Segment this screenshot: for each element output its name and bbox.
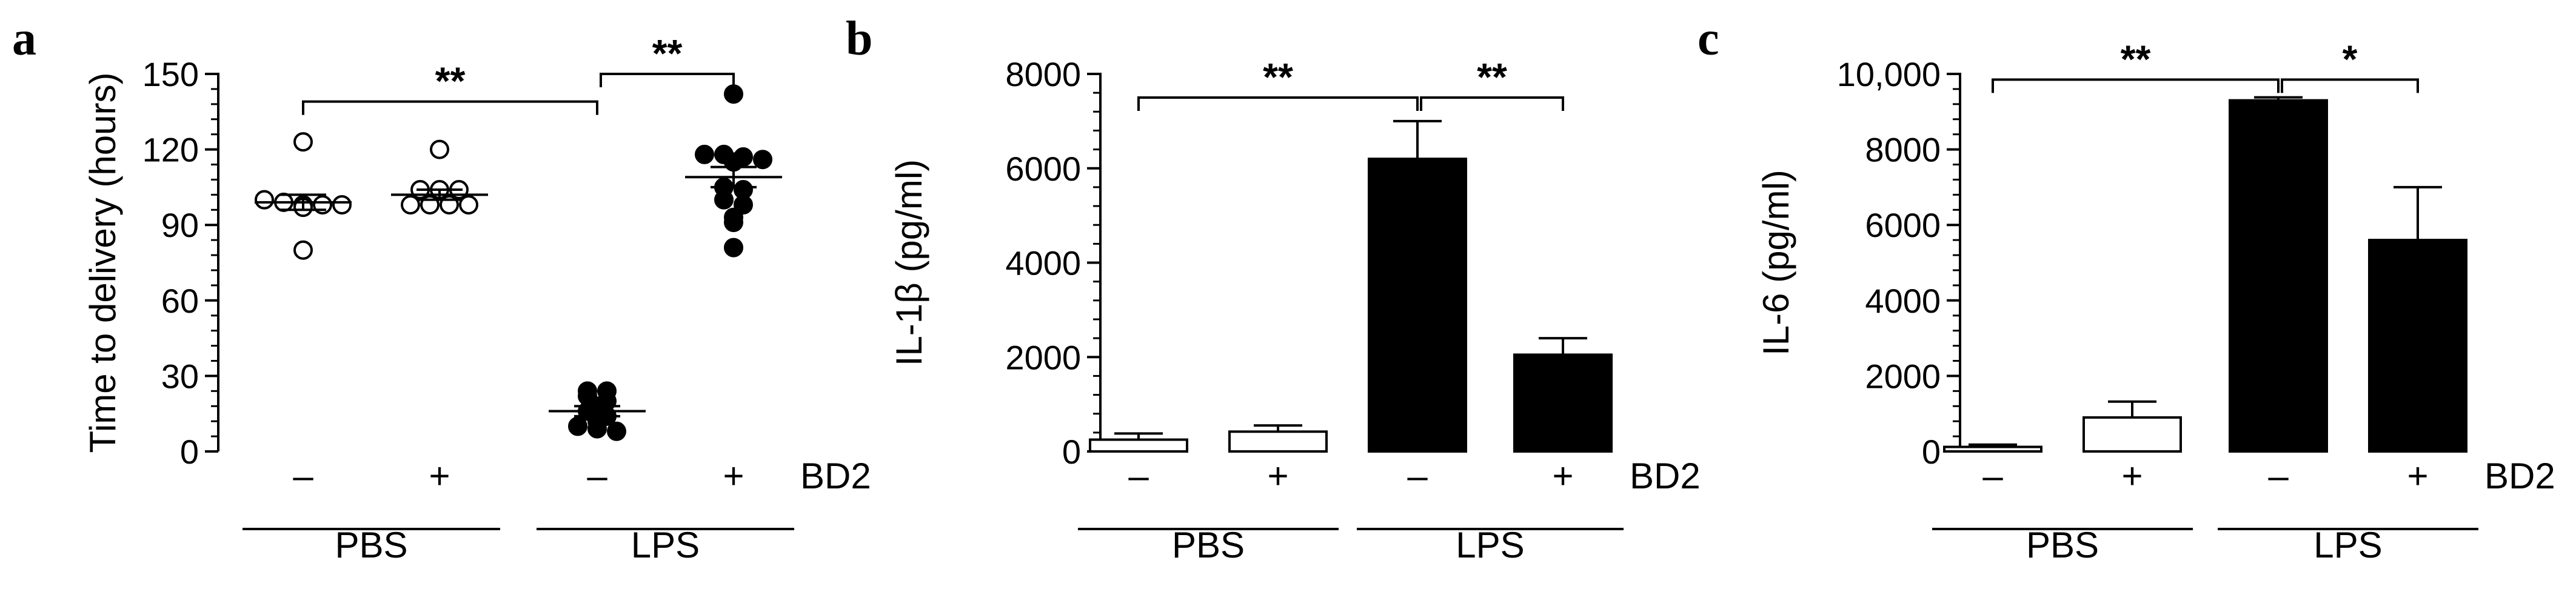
significance-bracket <box>600 73 735 87</box>
condition-label: + <box>429 456 450 496</box>
condition-name: BD2 <box>1630 456 1701 496</box>
data-point <box>714 190 734 210</box>
panel-b: b 0 2000 4000 6000 8000 IL-1β (pg/ml) ** ** – + – + B… <box>846 12 1701 565</box>
panel-a: a 0 30 60 90 120 150 Time to delivery (hours) **… <box>12 12 871 565</box>
condition-name: BD2 <box>2484 456 2555 496</box>
data-point <box>695 144 714 164</box>
y-tick-label: 6000 <box>1005 150 1081 188</box>
data-point <box>734 195 753 215</box>
data-point <box>332 195 352 215</box>
data-point <box>293 132 313 152</box>
y-tick-label: 60 <box>161 282 199 320</box>
significance-bracket <box>1420 96 1564 111</box>
group-label: PBS <box>1172 525 1245 565</box>
y-tick-label: 150 <box>142 55 199 93</box>
y-tick-label: 8000 <box>1865 131 1941 169</box>
significance-label: ** <box>435 59 466 103</box>
condition-label: + <box>2121 456 2143 496</box>
significance-bracket <box>1992 78 2280 93</box>
y-tick-label: 4000 <box>1865 282 1941 320</box>
y-tick-label: 90 <box>161 206 199 244</box>
significance-bracket <box>302 100 598 115</box>
bar <box>1513 353 1613 453</box>
condition-label: – <box>293 456 313 496</box>
condition-label: + <box>1267 456 1288 496</box>
significance-label: ** <box>2121 37 2151 81</box>
bar <box>2229 99 2328 453</box>
condition-label: – <box>1407 456 1428 496</box>
y-tick-label: 2000 <box>1005 338 1081 376</box>
significance-label: * <box>2343 37 2358 81</box>
data-point <box>401 195 420 215</box>
data-point <box>724 238 743 258</box>
significance-bracket <box>1137 96 1419 111</box>
condition-label: + <box>2407 456 2428 496</box>
significance-label: ** <box>652 32 683 75</box>
condition-name: BD2 <box>800 456 871 496</box>
y-tick-label: 8000 <box>1005 55 1081 93</box>
bar <box>2368 239 2467 453</box>
bar <box>1228 430 1328 453</box>
data-point <box>724 84 743 104</box>
y-tick-label: 10,000 <box>1837 55 1941 93</box>
y-tick-label: 2000 <box>1865 357 1941 395</box>
data-point <box>459 195 478 215</box>
significance-label: ** <box>1263 55 1293 99</box>
y-tick-label: 30 <box>161 357 199 395</box>
panel-letter: a <box>12 12 36 65</box>
bar <box>2083 416 2182 453</box>
bar <box>1943 445 2042 453</box>
y-tick-label: 0 <box>1062 433 1081 471</box>
condition-label: + <box>1552 456 1573 496</box>
significance-bracket <box>2281 78 2419 93</box>
data-point <box>568 416 587 436</box>
condition-label: – <box>587 456 607 496</box>
data-point <box>753 150 772 170</box>
panel-letter: b <box>846 12 873 65</box>
y-axis-label: Time to delivery (hours) <box>82 73 123 453</box>
bar <box>1368 158 1467 453</box>
y-tick-label: 6000 <box>1865 206 1941 244</box>
condition-label: – <box>2268 456 2289 496</box>
significance-label: ** <box>1477 55 1507 99</box>
data-point <box>724 213 743 233</box>
y-tick-label: 4000 <box>1005 244 1081 282</box>
y-tick-label: 120 <box>142 131 199 169</box>
y-axis-label: IL-6 (pg/ml) <box>1756 170 1796 356</box>
group-label: PBS <box>2026 525 2099 565</box>
data-point <box>430 139 449 159</box>
group-label: LPS <box>1456 525 1524 565</box>
group-label: LPS <box>631 525 700 565</box>
group-label: LPS <box>2313 525 2382 565</box>
condition-label: – <box>1982 456 2003 496</box>
y-tick-label: 0 <box>1922 433 1941 471</box>
data-point <box>293 240 313 260</box>
condition-label: + <box>723 456 744 496</box>
y-tick-label: 0 <box>180 433 199 471</box>
condition-label: – <box>1128 456 1149 496</box>
data-point <box>587 419 607 439</box>
group-label: PBS <box>335 525 407 565</box>
data-point <box>255 190 274 210</box>
panel-letter: c <box>1698 12 1719 65</box>
bar <box>1089 438 1188 453</box>
y-axis-label: IL-1β (pg/ml) <box>889 159 929 366</box>
data-point <box>607 421 626 441</box>
